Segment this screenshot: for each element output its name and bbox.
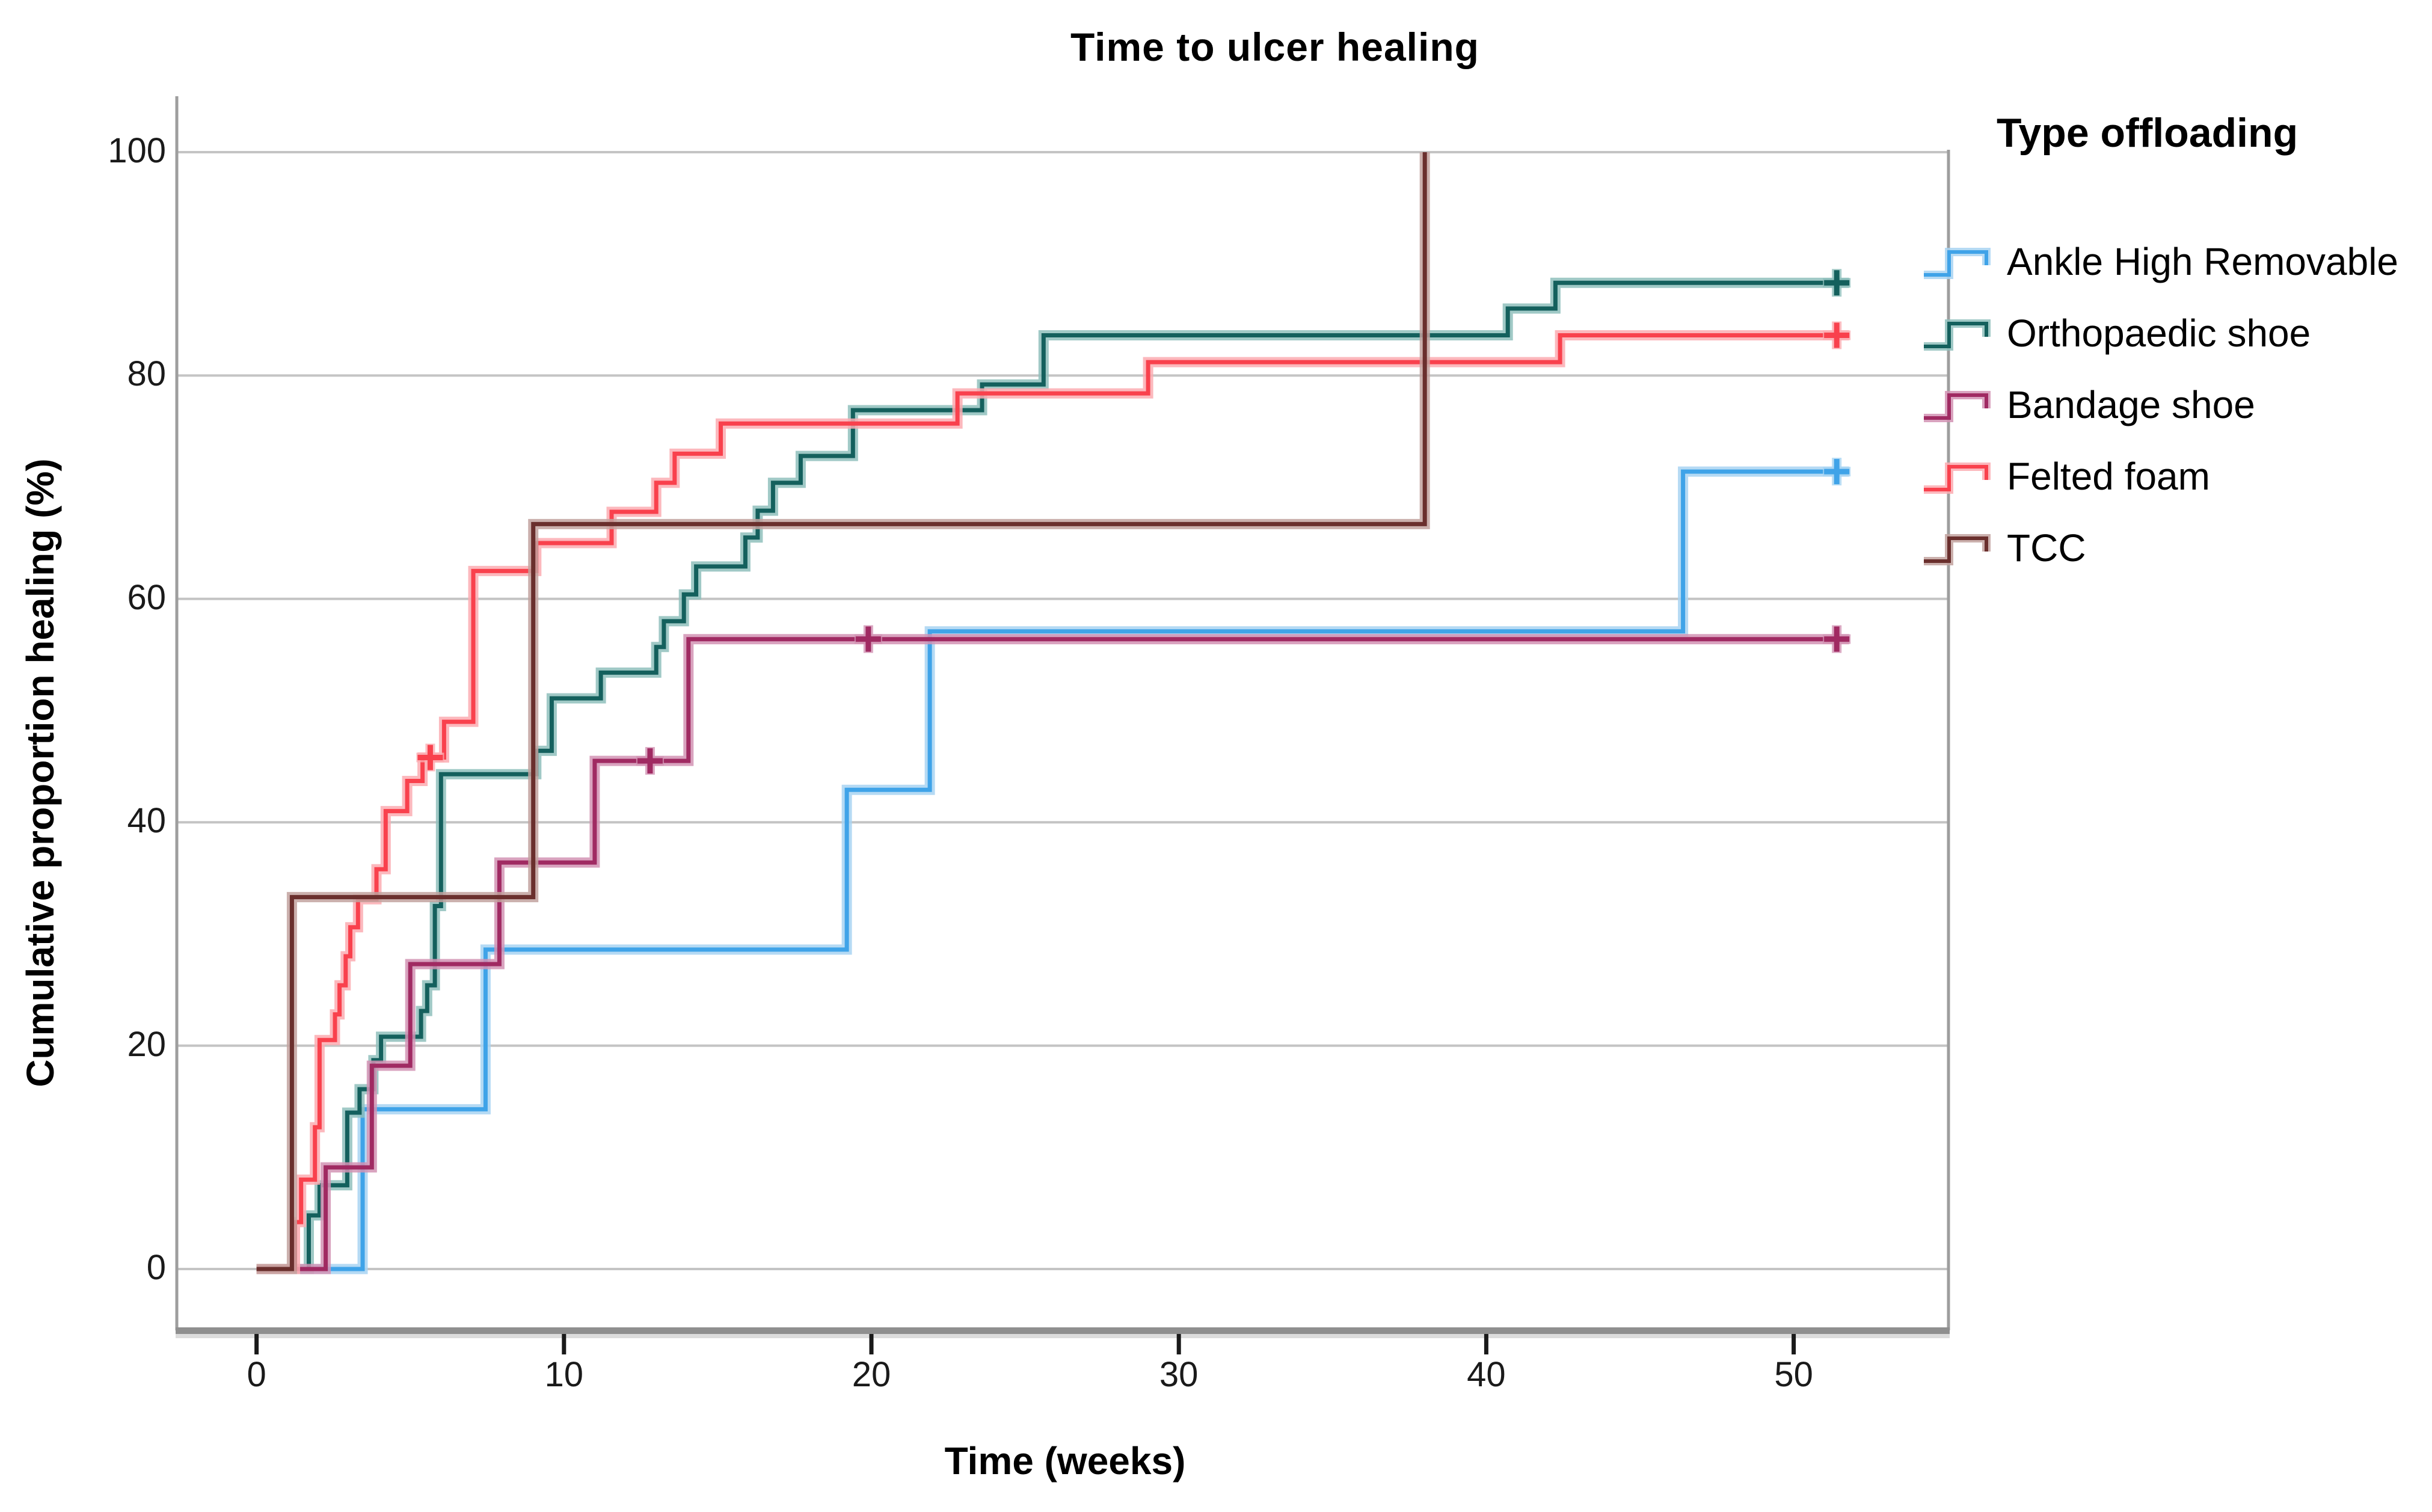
legend-swatch-line: [1924, 322, 1988, 348]
legend-label-felted-foam: Felted foam: [2007, 455, 2210, 498]
x-tick-label-20: 20: [852, 1355, 891, 1394]
chart-title: Time to ulcer healing: [1070, 25, 1479, 69]
legend-swatch-halo: [1924, 463, 1991, 494]
y-tick-label-20: 20: [127, 1024, 166, 1064]
legend-swatch-halo: [1924, 534, 1991, 565]
x-axis-title: Time (weeks): [944, 1439, 1186, 1483]
censor-mark-bandage-shoe-2: [1824, 626, 1850, 652]
x-tick-label-40: 40: [1467, 1355, 1506, 1394]
legend-swatch-orthopaedic-shoe: [1924, 319, 1991, 351]
curve-halo-tcc: [256, 152, 1430, 1274]
censor-mark-orthopaedic-shoe-0: [1824, 270, 1850, 296]
legend-swatch-bandage-shoe: [1924, 391, 1991, 422]
y-tick-label-100: 100: [108, 131, 166, 170]
curve-tcc: [256, 152, 1427, 1271]
x-tick-label-50: 50: [1774, 1355, 1813, 1394]
legend-swatch-line: [1924, 250, 1988, 277]
curve-felted-foam: [256, 333, 1849, 1271]
x-tick-label-0: 0: [247, 1355, 266, 1394]
legend: Type offloading Ankle High Removable Orth…: [1921, 109, 2398, 597]
legend-label-ankle-high-removable: Ankle High Removable: [2007, 240, 2398, 283]
y-tick-label-60: 60: [127, 577, 166, 617]
legend-entry-tcc: TCC: [1921, 526, 2398, 570]
curve-ankle-high-removable: [256, 469, 1849, 1271]
legend-title: Type offloading: [1997, 110, 2298, 156]
x-axis-shadow: [176, 1334, 1950, 1338]
legend-swatch-line: [1924, 536, 1988, 563]
curve-halo-bandage-shoe: [256, 634, 1849, 1274]
legend-swatch-felted-foam: [1924, 463, 1991, 494]
y-tick-label-80: 80: [127, 354, 166, 394]
legend-swatch-halo: [1924, 391, 1991, 422]
x-tick-label-10: 10: [544, 1355, 584, 1394]
x-axis-line: [176, 1327, 1950, 1334]
legend-swatch-line: [1924, 465, 1988, 491]
legend-label-orthopaedic-shoe: Orthopaedic shoe: [2007, 312, 2311, 355]
censor-mark-felted-foam-0: [417, 745, 443, 770]
legend-entry-ankle-high-removable: Ankle High Removable: [1921, 239, 2398, 284]
legend-swatch-halo: [1924, 248, 1991, 279]
censor-mark-ankle-high-removable-0: [1824, 459, 1850, 485]
legend-entry-bandage-shoe: Bandage shoe: [1921, 383, 2398, 427]
y-axis-title: Cumulative proportion healing (%): [19, 458, 62, 1087]
legend-label-bandage-shoe: Bandage shoe: [2007, 383, 2255, 426]
y-tick-label-40: 40: [127, 801, 166, 841]
legend-swatch-ankle-high-removable: [1924, 248, 1991, 279]
legend-swatch-tcc: [1924, 534, 1991, 565]
curve-bandage-shoe: [256, 637, 1849, 1271]
legend-entry-orthopaedic-shoe: Orthopaedic shoe: [1921, 311, 2398, 355]
curve-orthopaedic-shoe: [256, 280, 1849, 1271]
legend-label-tcc: TCC: [2007, 526, 2086, 570]
legend-swatch-line: [1924, 393, 1988, 420]
censor-mark-bandage-shoe-1: [855, 626, 881, 652]
x-tick-label-30: 30: [1159, 1355, 1199, 1394]
curve-halo-felted-foam: [256, 330, 1849, 1274]
y-tick-label-0: 0: [146, 1248, 166, 1287]
censor-mark-bandage-shoe-0: [637, 748, 663, 774]
legend-swatch-halo: [1924, 319, 1991, 351]
legend-entry-felted-foam: Felted foam: [1921, 454, 2398, 499]
legend-entries: Ankle High Removable Orthopaedic shoe Band…: [1921, 239, 2398, 570]
censor-mark-felted-foam-1: [1824, 322, 1850, 348]
